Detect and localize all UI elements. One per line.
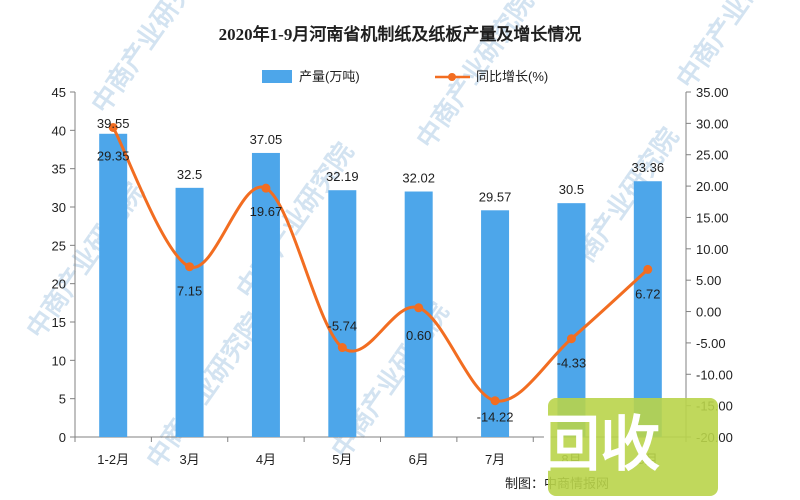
legend-line-label: 同比增长(%) bbox=[476, 69, 548, 84]
growth-value-label-5: -14.22 bbox=[477, 410, 514, 425]
left-tick-label-2: 10 bbox=[52, 353, 66, 368]
legend-line-marker bbox=[448, 73, 456, 81]
x-tick-label-1: 3月 bbox=[179, 452, 199, 467]
growth-value-label-1: 7.15 bbox=[177, 284, 202, 299]
growth-point-3 bbox=[337, 343, 347, 353]
bar-3 bbox=[328, 190, 357, 437]
x-tick-label-3: 5月 bbox=[332, 452, 352, 467]
left-tick-label-0: 0 bbox=[59, 430, 66, 445]
left-tick-label-8: 40 bbox=[52, 123, 66, 138]
growth-point-6 bbox=[566, 334, 576, 344]
right-tick-label-10: 30.00 bbox=[696, 116, 729, 131]
x-tick-label-4: 6月 bbox=[409, 452, 429, 467]
bar-value-label-5: 29.57 bbox=[479, 189, 512, 204]
left-tick-label-7: 35 bbox=[52, 162, 66, 177]
left-tick-label-6: 30 bbox=[52, 200, 66, 215]
bar-value-label-1: 32.5 bbox=[177, 167, 202, 182]
line-series bbox=[108, 122, 653, 406]
right-tick-label-3: -5.00 bbox=[696, 336, 726, 351]
growth-point-2 bbox=[261, 183, 271, 193]
left-tick-label-3: 15 bbox=[52, 315, 66, 330]
data-labels: 39.55 32.5 37.05 32.19 32.02 29.57 30.5 33.36 29… bbox=[97, 116, 664, 425]
growth-value-label-4: 0.60 bbox=[406, 328, 431, 343]
badge-background bbox=[548, 398, 718, 496]
x-tick-label-0: 1-2月 bbox=[97, 452, 129, 467]
bar-0 bbox=[99, 133, 128, 438]
growth-value-label-2: 19.67 bbox=[250, 204, 283, 219]
right-tick-label-11: 35.00 bbox=[696, 85, 729, 100]
chart-title: 2020年1-9月河南省机制纸及纸板产量及增长情况 bbox=[219, 24, 582, 44]
right-tick-label-4: 0.00 bbox=[696, 305, 721, 320]
growth-value-label-0: 29.35 bbox=[97, 148, 130, 163]
x-tick-label-5: 7月 bbox=[485, 452, 505, 467]
bar-value-label-6: 30.5 bbox=[559, 182, 584, 197]
legend-bar-swatch bbox=[262, 70, 292, 83]
right-tick-label-8: 20.00 bbox=[696, 179, 729, 194]
growth-value-label-3: -5.74 bbox=[327, 319, 357, 334]
growth-point-7 bbox=[643, 264, 653, 274]
x-tick-label-2: 4月 bbox=[256, 452, 276, 467]
watermark-text-7: 中商产业研究院 bbox=[140, 307, 269, 473]
legend-bar-label: 产量(万吨) bbox=[299, 69, 360, 84]
left-tick-label-9: 45 bbox=[52, 85, 66, 100]
left-tick-label-4: 20 bbox=[52, 277, 66, 292]
badge-text: 回收 bbox=[540, 411, 660, 478]
bar-value-label-3: 32.19 bbox=[326, 169, 359, 184]
watermark-text-1: 中商产业研究院 bbox=[85, 0, 214, 118]
right-tick-label-9: 25.00 bbox=[696, 148, 729, 163]
growth-value-label-7: 6.72 bbox=[635, 286, 660, 301]
right-tick-label-2: -10.00 bbox=[696, 367, 733, 382]
bar-value-label-7: 33.36 bbox=[632, 160, 665, 175]
right-tick-label-5: 5.00 bbox=[696, 273, 721, 288]
right-tick-label-6: 10.00 bbox=[696, 242, 729, 257]
bar-value-label-0: 39.55 bbox=[97, 116, 130, 131]
watermark-text-0: 中商产业研究院 bbox=[20, 177, 149, 343]
bar-2 bbox=[251, 152, 280, 437]
growth-value-label-6: -4.33 bbox=[557, 356, 587, 371]
legend: 产量(万吨) 同比增长(%) bbox=[262, 69, 548, 84]
bar-value-label-4: 32.02 bbox=[402, 171, 435, 186]
recycle-watermark-badge: 回收 bbox=[540, 398, 759, 496]
growth-point-5 bbox=[490, 396, 500, 406]
left-tick-label-1: 5 bbox=[59, 392, 66, 407]
growth-point-1 bbox=[185, 262, 195, 272]
badge-check-icon bbox=[733, 419, 759, 469]
bar-7 bbox=[633, 181, 662, 437]
growth-point-0 bbox=[108, 122, 118, 132]
bar-1 bbox=[175, 187, 204, 437]
bar-value-label-2: 37.05 bbox=[250, 132, 283, 147]
watermark-text-6: 中商产业研究院 bbox=[670, 0, 799, 93]
growth-point-4 bbox=[414, 303, 424, 313]
left-tick-label-5: 25 bbox=[52, 238, 66, 253]
right-tick-label-7: 15.00 bbox=[696, 210, 729, 225]
